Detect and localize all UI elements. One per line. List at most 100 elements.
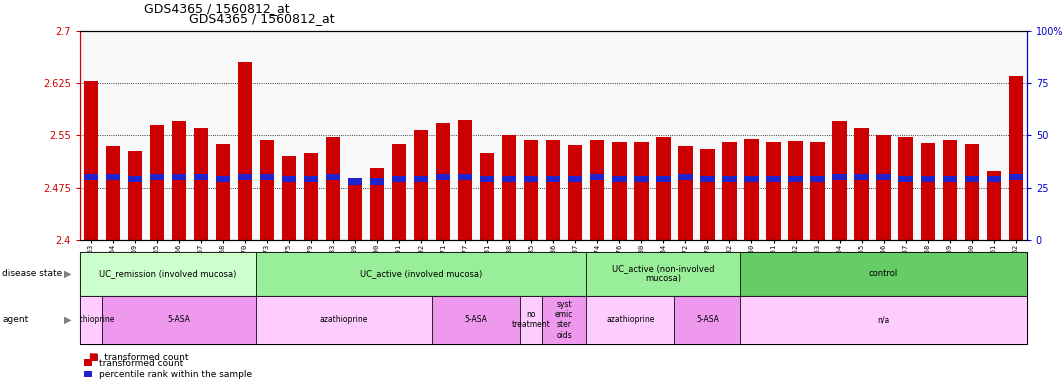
Bar — [326, 174, 340, 180]
Bar — [194, 128, 209, 240]
FancyBboxPatch shape — [80, 296, 102, 344]
Bar — [591, 174, 604, 180]
Bar — [414, 131, 429, 240]
Bar — [128, 176, 142, 182]
Bar — [766, 142, 781, 240]
Bar — [502, 176, 516, 182]
FancyBboxPatch shape — [741, 252, 1027, 296]
Text: agent: agent — [2, 315, 29, 324]
Text: disease state: disease state — [2, 269, 63, 278]
Bar — [612, 176, 627, 182]
Bar — [546, 176, 561, 182]
Bar — [898, 176, 913, 182]
Bar — [84, 174, 98, 180]
Bar — [700, 176, 715, 182]
Bar — [612, 142, 627, 240]
Text: UC_remission (involved mucosa): UC_remission (involved mucosa) — [99, 269, 236, 278]
Text: GDS4365 / 1560812_at: GDS4365 / 1560812_at — [144, 2, 289, 15]
Bar — [722, 142, 736, 240]
Bar — [128, 151, 142, 240]
Text: azathioprine: azathioprine — [606, 315, 654, 324]
Bar — [436, 174, 450, 180]
Bar — [105, 146, 120, 240]
FancyBboxPatch shape — [432, 296, 520, 344]
Bar — [811, 176, 825, 182]
Bar — [392, 176, 406, 182]
Bar — [194, 174, 209, 180]
Bar — [546, 139, 561, 240]
Text: n/a: n/a — [878, 315, 890, 324]
Bar — [480, 176, 495, 182]
Bar — [634, 176, 649, 182]
Bar — [678, 146, 693, 240]
Bar — [238, 174, 252, 180]
Bar — [436, 123, 450, 240]
Bar — [854, 174, 868, 180]
Text: 5-ASA: 5-ASA — [696, 315, 719, 324]
Bar — [745, 139, 759, 240]
FancyBboxPatch shape — [586, 252, 741, 296]
Text: 5-ASA: 5-ASA — [167, 315, 190, 324]
Text: azathioprine: azathioprine — [320, 315, 368, 324]
Text: UC_active (non-involved
mucosa): UC_active (non-involved mucosa) — [612, 264, 715, 283]
Bar — [568, 145, 582, 240]
Text: UC_active (involved mucosa): UC_active (involved mucosa) — [360, 269, 482, 278]
Bar — [370, 178, 384, 185]
Bar — [216, 176, 230, 182]
Text: 5-ASA: 5-ASA — [465, 315, 487, 324]
Bar — [854, 128, 868, 240]
Bar — [1009, 76, 1023, 240]
FancyBboxPatch shape — [543, 296, 586, 344]
Bar — [678, 174, 693, 180]
Bar — [832, 174, 847, 180]
Bar — [986, 171, 1001, 240]
FancyBboxPatch shape — [586, 296, 675, 344]
Text: no
treatment: no treatment — [512, 310, 551, 329]
Text: azathioprine: azathioprine — [67, 315, 115, 324]
Bar — [326, 137, 340, 240]
Text: syst
emic
ster
oids: syst emic ster oids — [555, 300, 573, 340]
Bar — [656, 137, 670, 240]
Bar — [965, 144, 979, 240]
Bar — [260, 174, 275, 180]
Bar — [568, 176, 582, 182]
Bar — [832, 121, 847, 240]
FancyBboxPatch shape — [741, 296, 1027, 344]
Bar — [898, 137, 913, 240]
Bar — [260, 140, 275, 240]
Bar — [591, 140, 604, 240]
Bar — [920, 143, 935, 240]
Bar — [943, 176, 957, 182]
FancyBboxPatch shape — [256, 296, 432, 344]
Bar — [84, 81, 98, 240]
Bar — [458, 174, 472, 180]
Bar — [150, 125, 164, 240]
Bar — [238, 62, 252, 240]
Bar — [920, 176, 935, 182]
Bar — [745, 176, 759, 182]
FancyBboxPatch shape — [520, 296, 543, 344]
FancyBboxPatch shape — [102, 296, 256, 344]
Text: ▶: ▶ — [64, 314, 71, 325]
Bar — [458, 120, 472, 240]
Bar — [150, 174, 164, 180]
Bar — [171, 121, 186, 240]
Legend: transformed count, percentile rank within the sample: transformed count, percentile rank withi… — [84, 359, 252, 379]
Bar — [656, 176, 670, 182]
Bar — [216, 144, 230, 240]
Bar — [414, 176, 429, 182]
Text: GDS4365 / 1560812_at: GDS4365 / 1560812_at — [188, 12, 334, 25]
Bar — [877, 174, 891, 180]
Bar — [480, 154, 495, 240]
Bar — [766, 176, 781, 182]
Bar — [525, 140, 538, 240]
Bar — [943, 140, 957, 240]
Bar — [304, 176, 318, 182]
Bar — [282, 176, 296, 182]
Bar — [700, 149, 715, 240]
Bar — [986, 176, 1001, 182]
Bar — [722, 176, 736, 182]
Bar — [304, 153, 318, 240]
Bar — [282, 156, 296, 240]
Text: ■  transformed count: ■ transformed count — [90, 353, 189, 362]
